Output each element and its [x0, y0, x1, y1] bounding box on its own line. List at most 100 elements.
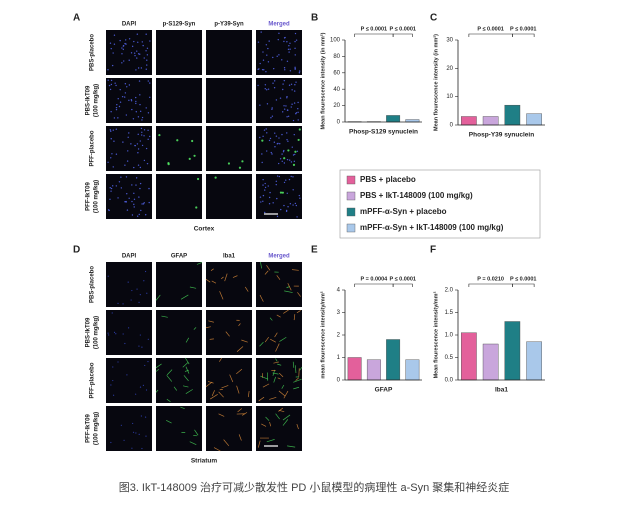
micrograph: [156, 78, 202, 123]
micrograph-cell: [272, 82, 274, 84]
micrograph-cell: [275, 135, 278, 137]
micrograph-cell: [297, 101, 299, 104]
micrograph-cell: [225, 331, 230, 337]
micrograph-cell: [293, 378, 302, 383]
micrograph-cell: [155, 368, 160, 372]
micrograph-cell: [143, 280, 145, 282]
micrograph-cell: [275, 99, 278, 101]
micrograph-cell: [277, 162, 280, 165]
micrograph-cell: [144, 270, 147, 273]
micrograph-cell: [282, 88, 284, 91]
y-tick-label: 3: [337, 310, 341, 316]
micrograph-cell: [124, 201, 126, 203]
micrograph-cell: [114, 82, 116, 84]
micrograph-cell: [269, 396, 277, 400]
significance-label: P ≤ 0.0001: [361, 26, 387, 32]
micrograph-cell: [265, 89, 268, 91]
micrograph-cell: [126, 374, 128, 376]
y-tick-label: 0.0: [445, 378, 454, 384]
micrograph-cell: [279, 191, 283, 194]
y-tick-label: 60: [333, 70, 340, 76]
micrograph-cell: [110, 441, 112, 444]
micrograph-cell: [161, 315, 168, 318]
micrograph-cell: [144, 364, 146, 367]
micrograph: [156, 310, 202, 355]
micrograph-cell: [288, 51, 290, 53]
column-header: DAPI: [122, 22, 137, 28]
micrograph-cell: [132, 118, 135, 120]
significance-label: P ≤ 0.0001: [510, 26, 536, 32]
micrograph-cell: [137, 41, 139, 43]
micrograph-cell: [266, 103, 269, 105]
bar: [504, 321, 521, 381]
micrograph-cell: [111, 185, 114, 187]
micrograph-cell: [279, 143, 281, 145]
micrograph-cell: [293, 90, 296, 92]
micrograph-cell: [127, 327, 130, 329]
micrograph-cell: [260, 201, 262, 203]
micrograph-cell: [147, 138, 149, 141]
micrograph-cell: [147, 129, 149, 132]
legend-box: [339, 169, 541, 239]
micrograph: [156, 126, 202, 171]
micrograph-cell: [247, 390, 250, 398]
micrograph-cell: [286, 41, 288, 43]
x-axis-label: Iba1: [495, 387, 508, 394]
micrograph-cell: [205, 326, 211, 329]
micrograph-cell: [121, 62, 123, 64]
micrograph-cell: [277, 363, 282, 366]
micrograph-cell: [133, 203, 135, 206]
micrograph-cell: [147, 112, 150, 114]
micrograph-cell: [133, 166, 135, 169]
y-tick-label: 1.5: [445, 310, 454, 316]
micrograph-cell: [131, 289, 133, 292]
micrograph-cell: [270, 151, 272, 154]
micrograph-cell: [282, 111, 284, 113]
micrograph-cell: [107, 209, 110, 211]
micrograph-cell: [294, 153, 296, 156]
panel-label: A: [73, 13, 80, 24]
micrograph-cell: [140, 415, 142, 417]
micrograph-cell: [121, 95, 124, 98]
micrograph-cell: [109, 129, 112, 131]
micrograph-cell: [149, 40, 151, 42]
micrograph-cell: [293, 133, 295, 136]
micrograph-cell: [138, 301, 140, 303]
micrograph-cell: [112, 129, 114, 131]
significance-bracket: [392, 33, 413, 37]
micrograph-cell: [214, 176, 217, 179]
column-header: p-S129-Syn: [163, 22, 196, 28]
micrograph-cell: [287, 149, 290, 152]
region-label: Cortex: [194, 226, 215, 233]
micrograph-cell: [180, 294, 189, 300]
micrograph-cell: [276, 197, 278, 200]
micrograph-cell: [132, 422, 134, 425]
micrograph-cell: [275, 358, 278, 362]
micrograph-cell: [285, 105, 287, 107]
micrograph-cell: [275, 180, 278, 183]
micrograph-cell: [111, 312, 113, 314]
micrograph: [156, 174, 202, 219]
micrograph: [206, 78, 252, 123]
caption: 图3. IkT-148009 治疗可减少散发性 PD 小鼠模型的病理性 a-Sy…: [119, 480, 510, 494]
micrograph-cell: [244, 286, 249, 292]
legend-swatch: [346, 175, 356, 185]
micrograph-cell: [295, 39, 298, 41]
micrograph: [106, 30, 152, 75]
micrograph-cell: [281, 191, 284, 194]
micrograph-cell: [135, 100, 137, 103]
micrograph-cell: [137, 53, 140, 55]
micrograph-cell: [285, 210, 288, 213]
micrograph-cell: [293, 386, 300, 390]
micrograph-cell: [112, 366, 114, 368]
row-label: (100 mg/kg): [94, 180, 100, 213]
micrograph-cell: [120, 424, 122, 426]
panel-label: D: [73, 245, 80, 256]
micrograph-cell: [263, 69, 265, 71]
micrograph-cell: [269, 317, 273, 321]
y-tick-label: 0: [337, 120, 341, 126]
micrograph-cell: [287, 140, 289, 142]
micrograph-cell: [264, 186, 267, 189]
micrograph-cell: [271, 115, 274, 117]
micrograph-cell: [139, 187, 141, 190]
